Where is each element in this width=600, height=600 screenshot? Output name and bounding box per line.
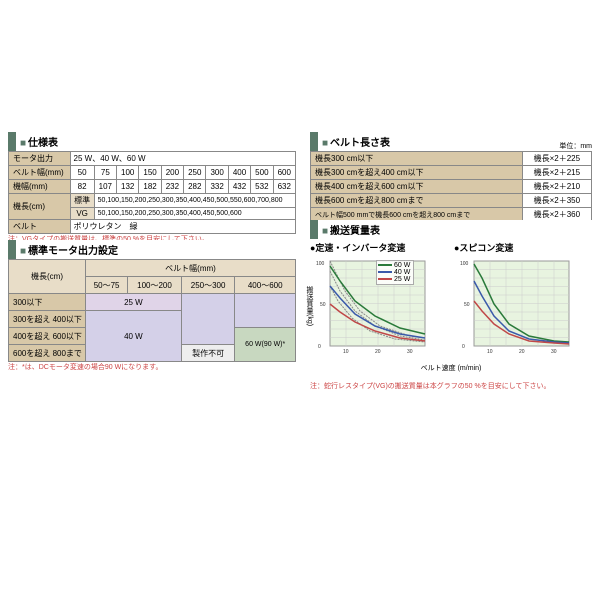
c: 282 [184, 180, 206, 194]
c: 107 [94, 180, 116, 194]
c: ポリウレタン 緑 [70, 220, 295, 234]
c: 機長×2＋350 [522, 194, 591, 208]
c: 300以下 [9, 294, 86, 311]
c: 機長×2＋215 [522, 166, 591, 180]
c: 632 [273, 180, 295, 194]
svg-text:50: 50 [320, 302, 326, 308]
c: 400～600 [235, 277, 296, 294]
c: 機長400 cmを超え600 cm以下 [311, 180, 523, 194]
c: 50～75 [86, 277, 128, 294]
svg-text:10: 10 [343, 349, 349, 355]
c: ベルト幅(mm) [86, 260, 296, 277]
len-unit: 単位：mm [559, 141, 592, 151]
spec-r4-label: ベルト [9, 220, 71, 234]
motor-title: 標準モータ出力設定 [8, 240, 296, 259]
svg-text:20: 20 [375, 349, 381, 355]
c: 製作不可 [181, 345, 235, 362]
c: 100～200 [128, 277, 182, 294]
c: 機長(cm) [9, 260, 86, 294]
c: 432 [228, 180, 250, 194]
c: 機長×2＋225 [522, 152, 591, 166]
c: 40 W [86, 311, 182, 362]
xlabel: ベルト速度 (m/min) [310, 363, 592, 373]
c: 400 [228, 166, 250, 180]
spec-r0-label: モータ出力 [9, 152, 71, 166]
spec-r2-label: 機幅(mm) [9, 180, 71, 194]
len-title: ベルト長さ表 [310, 132, 394, 151]
c: 機長300 cm以下 [311, 152, 523, 166]
c: 600を超え 800まで [9, 345, 86, 362]
c: 200 [161, 166, 183, 180]
svg-text:10: 10 [487, 349, 493, 355]
spec-r3-label: 機長(cm) [9, 194, 71, 220]
c: 機長300 cmを超え400 cm以下 [311, 166, 523, 180]
svg-text:30: 30 [551, 349, 557, 355]
chart-note: 注：蛇行レスタイプ(VG)の搬送質量は本グラフの50 %を目安にして下さい。 [310, 381, 592, 391]
c: 25 W [86, 294, 182, 311]
chart-legend: 60 W 40 W 25 W [376, 260, 414, 285]
len-table: 機長300 cm以下機長×2＋225 機長300 cmを超え400 cm以下機長… [310, 151, 592, 222]
svg-text:0: 0 [462, 344, 465, 350]
mass-title: 搬送質量表 [310, 220, 592, 239]
c: 50,100,150,200,250,300,350,400,450,500,6… [94, 208, 295, 220]
c: 250～300 [181, 277, 235, 294]
c: 82 [70, 180, 94, 194]
c: 機長×2＋210 [522, 180, 591, 194]
chart-right: 0 100 50 10 20 30 [454, 256, 584, 356]
c: 300 [206, 166, 228, 180]
motor-matrix: 機長(cm)ベルト幅(mm) 50～75100～200250～300400～60… [8, 259, 296, 362]
svg-text:50: 50 [464, 302, 470, 308]
svg-text:0: 0 [318, 344, 321, 350]
chart-left-title: ●定速・インバータ変速 [310, 241, 448, 254]
c: 400を超え 600以下 [9, 328, 86, 345]
c: 50 [70, 166, 94, 180]
svg-text:100: 100 [316, 261, 325, 267]
spec-table: モータ出力25 W、40 W、60 W ベルト幅(mm) 50751001502… [8, 151, 296, 234]
c: 132 [117, 180, 139, 194]
spec-title: 仕様表 [8, 132, 296, 151]
chart-right-title: ●スピコン変速 [454, 241, 592, 254]
c: 532 [251, 180, 273, 194]
c: 600 [273, 166, 295, 180]
c: 60 W(90 W)* [235, 328, 296, 362]
ylabel: 搬送質量(kg) [304, 286, 314, 326]
c: 300を超え 400以下 [9, 311, 86, 328]
c: VG [70, 208, 94, 220]
c: 500 [251, 166, 273, 180]
c: 150 [139, 166, 161, 180]
c: 75 [94, 166, 116, 180]
c: 機長600 cmを超え800 cmまで [311, 194, 523, 208]
c: 182 [139, 180, 161, 194]
c: 標準 [70, 194, 94, 208]
spec-r1-label: ベルト幅(mm) [9, 166, 71, 180]
c: 232 [161, 180, 183, 194]
chart-left: 0 100 50 10 20 30 [310, 256, 440, 356]
spec-r0-val: 25 W、40 W、60 W [70, 152, 295, 166]
c: 250 [184, 166, 206, 180]
c: 100 [117, 166, 139, 180]
svg-text:30: 30 [407, 349, 413, 355]
svg-text:100: 100 [460, 261, 469, 267]
c: 50,100,150,200,250,300,350,400,450,500,5… [94, 194, 295, 208]
motor-note: 注：*は、DCモータ変速の場合90 Wになります。 [8, 362, 296, 372]
c: 332 [206, 180, 228, 194]
svg-text:20: 20 [519, 349, 525, 355]
